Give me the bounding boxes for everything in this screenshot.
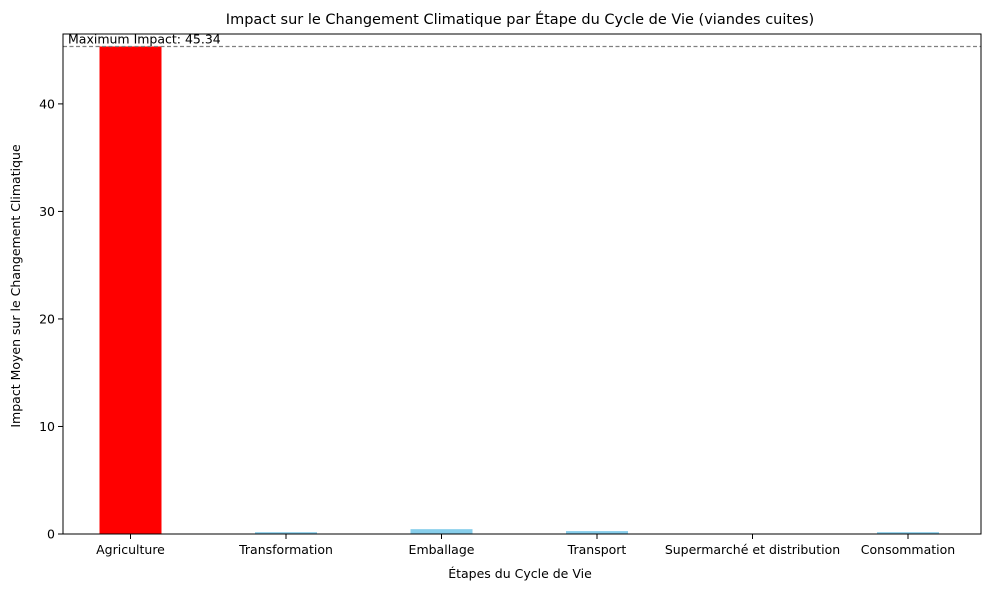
y-tick-label-10: 10: [39, 419, 55, 434]
x-tick-label-supermarch-et-distribution: Supermarché et distribution: [665, 542, 840, 557]
bar-emballage: [410, 529, 473, 534]
max-impact-annotation: Maximum Impact: 45.34: [68, 31, 221, 46]
bar-transport: [566, 531, 628, 534]
bar-consommation: [877, 532, 939, 534]
y-tick-label-20: 20: [39, 311, 55, 326]
x-tick-label-consommation: Consommation: [861, 542, 955, 557]
bar-transformation: [255, 532, 317, 534]
y-axis-label: Impact Moyen sur le Changement Climatiqu…: [8, 144, 23, 428]
y-tick-label-40: 40: [39, 96, 55, 111]
y-tick-label-30: 30: [39, 204, 55, 219]
x-tick-label-transformation: Transformation: [238, 542, 333, 557]
x-tick-label-transport: Transport: [567, 542, 627, 557]
x-axis-label: Étapes du Cycle de Vie: [448, 566, 592, 581]
y-tick-label-0: 0: [47, 527, 55, 542]
x-tick-label-emballage: Emballage: [409, 542, 475, 557]
chart-title: Impact sur le Changement Climatique par …: [226, 11, 814, 28]
plot-frame: [62, 33, 982, 535]
x-tick-label-agriculture: Agriculture: [96, 542, 165, 557]
plot-area: Maximum Impact: 45.34 0 10 20 30 40 Agricultur…: [39, 31, 982, 557]
bar-agriculture: [99, 46, 162, 535]
